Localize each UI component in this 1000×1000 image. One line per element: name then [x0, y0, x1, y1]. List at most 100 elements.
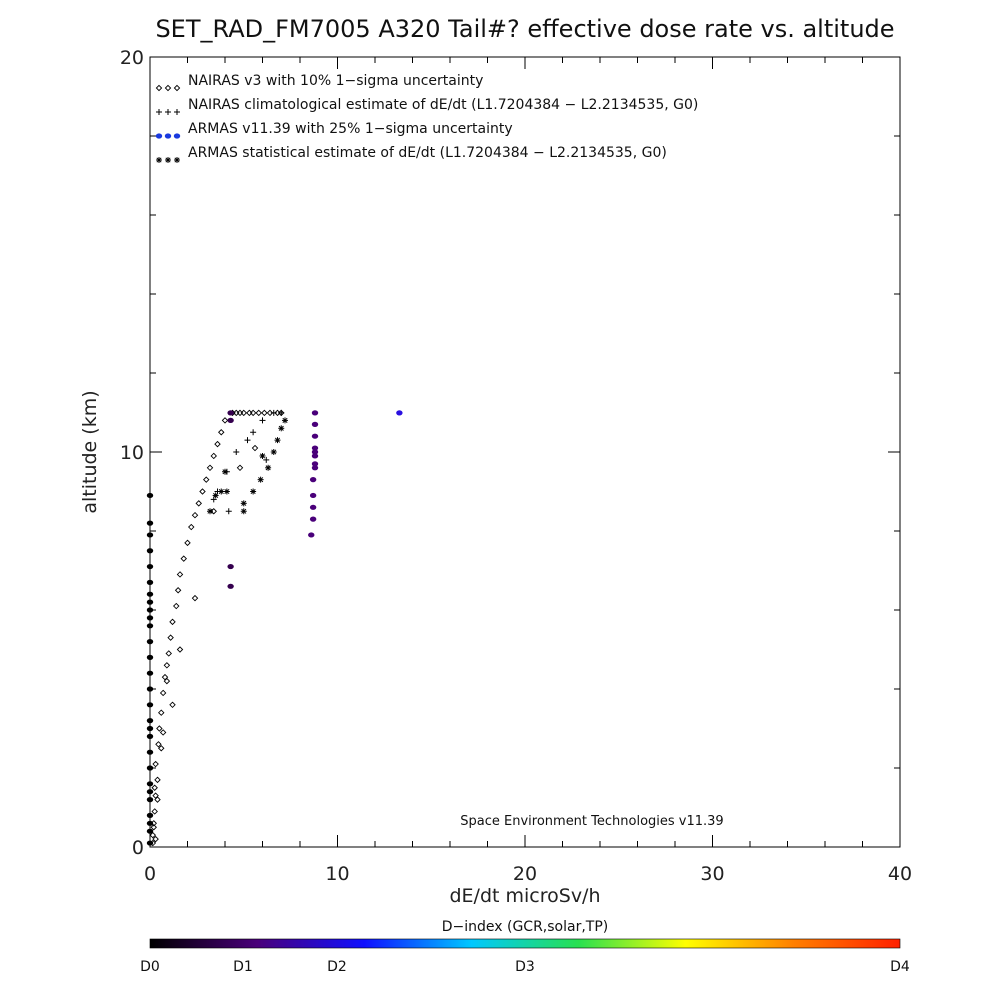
data-point — [174, 157, 180, 163]
colorbar — [149, 938, 901, 949]
data-point — [184, 539, 191, 547]
data-point — [188, 523, 195, 531]
plot-frame — [149, 56, 901, 848]
x-tick-label: 10 — [325, 863, 349, 885]
data-point — [174, 109, 180, 115]
data-point — [146, 579, 154, 585]
data-point — [236, 464, 244, 472]
data-point — [165, 650, 172, 657]
data-point — [173, 84, 181, 92]
data-marks — [146, 409, 403, 847]
data-point — [266, 409, 274, 417]
data-point — [212, 492, 219, 499]
data-point — [311, 449, 319, 455]
annotation-credit: Space Environment Technologies v11.39 — [460, 814, 723, 829]
legend-label: ARMAS v11.39 with 25% 1−sigma uncertaint… — [188, 121, 513, 137]
data-point — [311, 461, 319, 467]
data-point — [222, 468, 228, 475]
data-point — [240, 508, 247, 515]
data-point — [146, 797, 154, 803]
data-point — [146, 789, 154, 795]
colorbar-tick-labels: D0 D1 D2 D3 D4 — [140, 959, 910, 975]
legend-label: ARMAS statistical estimate of dE/dt (L1.… — [188, 145, 667, 161]
data-point — [227, 417, 234, 423]
data-point — [221, 417, 229, 424]
legend: NAIRAS v3 with 10% 1−sigma uncertainty NA… — [155, 73, 698, 163]
series-3 — [207, 417, 288, 515]
data-point — [146, 670, 154, 676]
data-point — [236, 409, 244, 417]
data-point — [263, 456, 270, 463]
data-point — [169, 618, 176, 626]
data-point — [146, 828, 154, 834]
legend-label: NAIRAS climatological estimate of dE/dt … — [188, 97, 698, 113]
data-point — [308, 532, 315, 538]
data-point — [159, 689, 167, 697]
data-point — [165, 109, 171, 115]
data-point — [227, 563, 234, 570]
data-point — [218, 429, 225, 436]
data-point — [223, 488, 230, 495]
data-point — [158, 745, 165, 752]
data-point — [163, 662, 171, 669]
data-point — [146, 725, 154, 732]
data-point — [311, 410, 319, 416]
data-point — [146, 607, 154, 613]
data-point — [311, 433, 319, 439]
data-point — [146, 781, 154, 787]
data-point — [156, 109, 162, 115]
data-point — [146, 615, 154, 621]
data-point — [152, 835, 159, 843]
data-point — [146, 820, 154, 826]
data-point — [146, 532, 154, 538]
data-point — [396, 410, 403, 416]
data-point — [259, 452, 266, 459]
chart-title: SET_RAD_FM7005 A320 Tail#? effective dos… — [155, 15, 894, 43]
x-tick-label: 40 — [888, 863, 912, 885]
series-1 — [210, 409, 285, 515]
x-tick-labels: 0 10 20 30 40 — [144, 863, 912, 885]
data-point — [282, 417, 288, 424]
data-point — [159, 729, 167, 736]
y-tick-label: 0 — [132, 837, 144, 859]
data-point — [163, 677, 171, 685]
data-point — [176, 571, 184, 578]
data-point — [199, 488, 206, 495]
data-point — [146, 520, 154, 526]
y-tick-label: 10 — [120, 442, 144, 464]
data-point — [261, 409, 268, 417]
data-point — [195, 500, 202, 507]
y-tick-labels: 0 10 20 — [120, 47, 144, 859]
data-point — [146, 840, 154, 846]
data-point — [146, 591, 154, 597]
data-point — [191, 511, 199, 519]
data-point — [146, 765, 154, 771]
data-point — [155, 133, 163, 139]
data-point — [309, 492, 317, 499]
data-point — [155, 84, 163, 92]
data-point — [146, 639, 154, 645]
colorbar-tick-label: D4 — [890, 959, 910, 975]
data-point — [278, 409, 285, 416]
data-point — [311, 445, 319, 451]
data-point — [265, 464, 272, 471]
data-point — [255, 409, 262, 417]
data-point — [156, 157, 162, 163]
data-point — [154, 796, 161, 803]
data-point — [174, 587, 182, 594]
data-point — [233, 449, 240, 455]
data-point — [259, 417, 266, 424]
data-point — [146, 686, 154, 692]
axis-ticks — [149, 56, 901, 848]
data-point — [149, 831, 157, 839]
y-tick-label: 20 — [120, 47, 144, 69]
data-point — [164, 133, 172, 139]
data-point — [227, 583, 234, 589]
data-point — [191, 594, 199, 602]
data-point — [210, 508, 217, 515]
colorbar-tick-label: D3 — [515, 959, 535, 975]
data-point — [206, 464, 214, 472]
data-point — [167, 634, 174, 641]
series-0 — [149, 409, 285, 847]
data-point — [155, 741, 162, 748]
